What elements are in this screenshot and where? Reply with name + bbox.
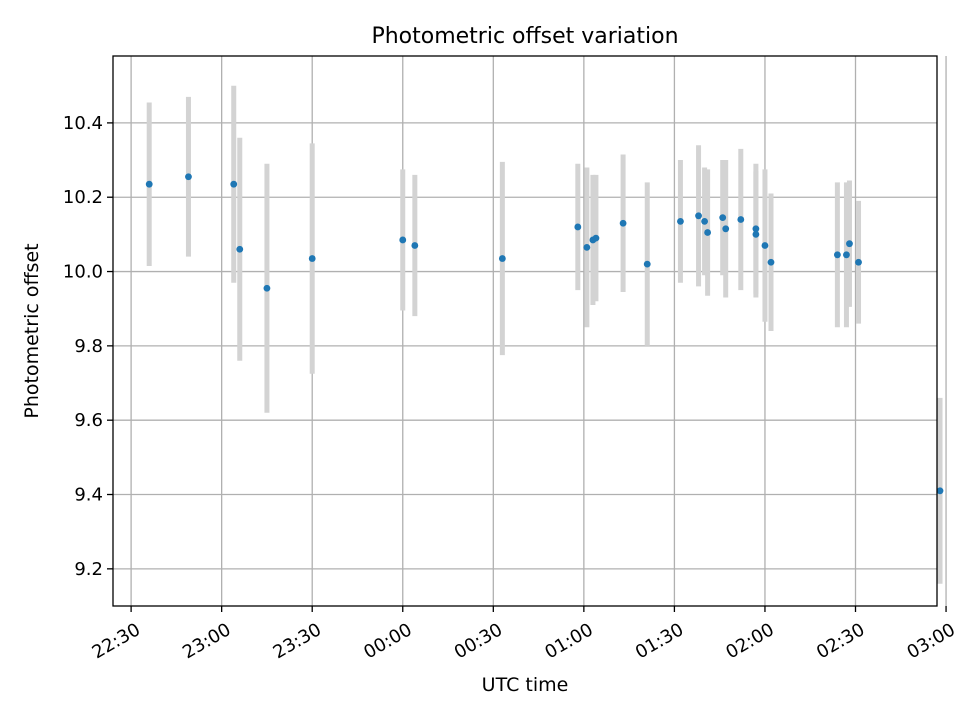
data-point: [695, 212, 702, 220]
data-point: [236, 245, 244, 253]
data-point: [308, 255, 316, 262]
y-tick-label: 9.4: [74, 485, 103, 506]
data-point: [752, 230, 760, 238]
data-point: [936, 487, 944, 495]
chart-title: Photometric offset variation: [371, 24, 678, 49]
data-point: [761, 242, 769, 249]
y-tick-label: 10.4: [63, 113, 103, 134]
data-point: [583, 243, 591, 251]
y-axis-label: Photometric offset: [21, 243, 43, 418]
data-point: [843, 251, 850, 259]
data-point: [677, 217, 684, 225]
data-point: [752, 225, 760, 233]
y-tick-label: 9.8: [74, 336, 103, 357]
data-point: [592, 234, 600, 242]
data-point: [619, 219, 627, 227]
y-tick-label: 9.6: [74, 410, 103, 431]
y-axis-ticks: 9.2 9.4 9.6 9.8 10.0 10.2 10.4: [63, 113, 113, 580]
data-point: [846, 240, 853, 248]
grid-lines: [113, 56, 947, 606]
data-point: [701, 217, 708, 225]
data-point: [263, 284, 271, 292]
data-point: [498, 255, 506, 262]
data-point: [399, 236, 407, 244]
data-point: [574, 223, 582, 231]
data-point: [722, 225, 730, 233]
data-point: [833, 251, 841, 259]
data-point: [185, 173, 192, 181]
y-tick-label: 9.2: [74, 559, 103, 580]
plot-frame: [112, 55, 938, 607]
data-point: [230, 180, 238, 188]
data-point: [145, 180, 153, 188]
x-axis-label: UTC time: [482, 674, 569, 696]
data-point: [767, 258, 775, 266]
data-point: [643, 260, 651, 268]
data-point: [411, 242, 419, 249]
data-point: [855, 258, 862, 266]
data-point: [719, 214, 727, 222]
data-points: [145, 173, 944, 495]
data-point: [737, 216, 745, 223]
data-point: [704, 229, 712, 236]
y-tick-label: 10.2: [63, 187, 103, 208]
y-tick-label: 10.0: [63, 262, 103, 283]
